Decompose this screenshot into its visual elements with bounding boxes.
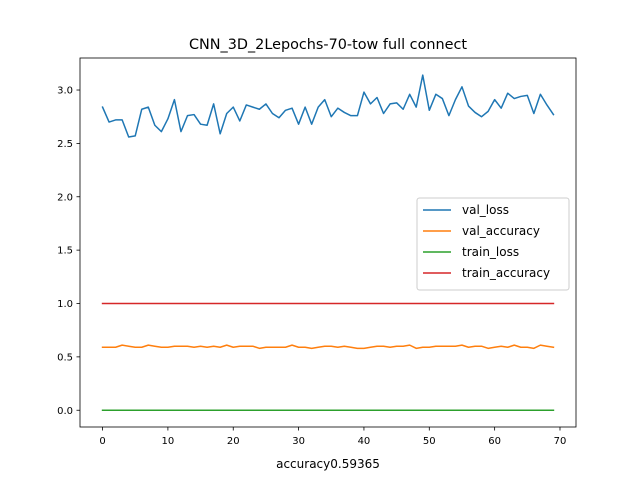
x-axis: 0 10 20 30 40 50 60 70 — [99, 427, 566, 447]
chart-title: CNN_3D_2Lepochs-70-tow full connect — [189, 37, 467, 53]
x-tick-label: 20 — [227, 436, 240, 447]
x-tick-label: 30 — [292, 436, 305, 447]
y-tick-label: 1.0 — [57, 299, 73, 310]
legend-label-train-accuracy: train_accuracy — [462, 266, 550, 280]
series-line-val-loss — [101, 74, 555, 138]
legend-box — [416, 197, 570, 291]
y-tick-label: 2.5 — [57, 139, 73, 150]
x-tick-label: 60 — [488, 436, 501, 447]
y-tick-label: 0.5 — [57, 352, 73, 363]
axes-frame — [79, 57, 577, 428]
x-tick-label: 70 — [554, 436, 567, 447]
legend-label-val-accuracy: val_accuracy — [462, 224, 540, 238]
legend-label-val-loss: val_loss — [462, 203, 509, 217]
y-tick-label: 0.0 — [57, 406, 73, 417]
y-tick-label: 1.5 — [57, 246, 73, 257]
x-tick-label: 40 — [358, 436, 371, 447]
y-tick-label: 2.0 — [57, 192, 73, 203]
x-tick-label: 0 — [99, 436, 105, 447]
legend-label-train-loss: train_loss — [462, 245, 519, 259]
series-line-val-accuracy — [101, 344, 555, 350]
y-axis: 0.0 0.5 1.0 1.5 2.0 2.5 3.0 — [57, 86, 80, 417]
x-tick-label: 10 — [162, 436, 175, 447]
legend: val_loss val_accuracy train_loss train_accu… — [416, 197, 570, 291]
x-tick-label: 50 — [423, 436, 436, 447]
y-tick-label: 3.0 — [57, 86, 73, 97]
x-axis-label: accuracy0.59365 — [276, 457, 380, 471]
plot-area — [79, 57, 577, 428]
